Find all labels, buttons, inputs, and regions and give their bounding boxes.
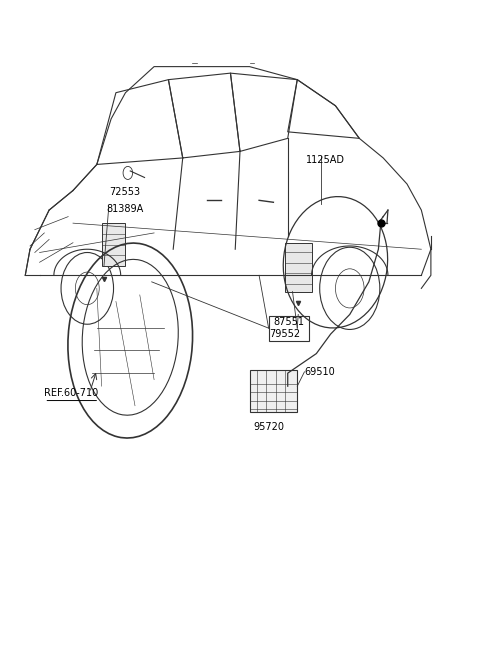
Text: 95720: 95720 [253,422,284,432]
Text: 79552: 79552 [269,329,300,339]
FancyBboxPatch shape [285,243,312,291]
Text: 81389A: 81389A [107,204,144,214]
Text: 1125AD: 1125AD [306,155,345,164]
Text: 72553: 72553 [109,187,140,197]
Text: REF.60-710: REF.60-710 [44,388,98,398]
FancyBboxPatch shape [250,370,297,412]
FancyBboxPatch shape [269,316,309,341]
Text: 87551: 87551 [273,317,304,328]
FancyBboxPatch shape [102,223,124,265]
Text: 69510: 69510 [304,367,335,377]
